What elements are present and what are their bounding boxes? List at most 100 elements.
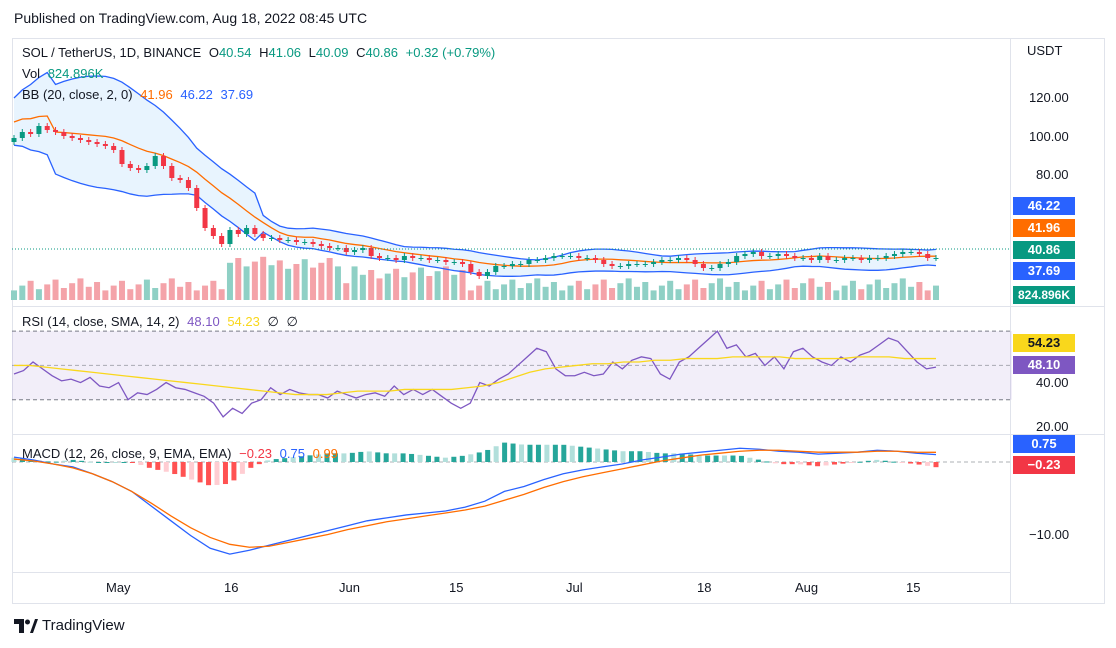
volume-bar bbox=[708, 283, 715, 300]
candle-body bbox=[509, 264, 515, 266]
candle-body bbox=[875, 258, 881, 259]
macd-hist-bar bbox=[239, 462, 245, 474]
candle-body bbox=[435, 260, 441, 261]
candle-body bbox=[451, 262, 457, 263]
volume-bar bbox=[384, 273, 391, 300]
macd-line bbox=[13, 447, 937, 555]
volume-bar bbox=[642, 282, 649, 300]
volume-bar bbox=[866, 284, 873, 300]
volume-bar bbox=[783, 279, 790, 300]
macd-label: MACD (12, 26, close, 9, EMA, EMA) bbox=[22, 446, 232, 461]
volume-bar bbox=[343, 283, 350, 300]
candle-body bbox=[210, 228, 216, 236]
candle-body bbox=[543, 258, 549, 260]
candle-body bbox=[750, 252, 756, 254]
bb-label: BB (20, close, 2, 0) bbox=[22, 87, 133, 102]
macd-hist-bar bbox=[628, 451, 634, 462]
macd-hist-bar bbox=[891, 461, 897, 463]
macd-hist-bar bbox=[738, 455, 744, 462]
volume-bar bbox=[318, 262, 325, 300]
candle-body bbox=[393, 258, 399, 260]
symbol-legend: SOL / TetherUS, 1D, BINANCE O40.54 H41.0… bbox=[22, 45, 499, 60]
candle-body bbox=[127, 164, 133, 168]
candle-body bbox=[783, 254, 789, 256]
volume-bar bbox=[476, 285, 483, 300]
volume-bar bbox=[118, 280, 125, 300]
macd-hist-bar bbox=[121, 462, 127, 463]
low-label: L bbox=[308, 45, 316, 60]
volume-bar bbox=[127, 289, 134, 300]
macd-hist-bar bbox=[70, 459, 76, 462]
candle-body bbox=[69, 136, 75, 138]
volume-bar bbox=[102, 290, 109, 300]
volume-bar bbox=[501, 284, 508, 300]
pane-separator-macd[interactable] bbox=[12, 434, 1105, 435]
volume-bar bbox=[11, 290, 17, 300]
macd-hist-bar bbox=[468, 454, 474, 462]
macd-hist-bar bbox=[104, 462, 110, 463]
candle-body bbox=[61, 132, 67, 136]
volume-bar bbox=[152, 288, 159, 300]
candle-body bbox=[484, 272, 490, 276]
x-tick-15a: 15 bbox=[449, 580, 464, 595]
macd-hist-bar bbox=[129, 462, 135, 463]
candle-body bbox=[617, 266, 623, 267]
volume-bar bbox=[310, 267, 317, 300]
candle-body bbox=[667, 260, 673, 261]
volume-bar bbox=[368, 270, 375, 300]
macd-signal-line bbox=[13, 449, 937, 548]
macd-legend[interactable]: MACD (12, 26, close, 9, EMA, EMA) −0.23 … bbox=[22, 446, 342, 461]
volume-bar bbox=[592, 284, 599, 300]
volume-bar bbox=[916, 282, 923, 300]
volume-bar bbox=[160, 283, 167, 300]
volume-bar bbox=[177, 286, 184, 300]
rsi-tick-40: 40.00 bbox=[1036, 375, 1069, 390]
candle-body bbox=[501, 266, 507, 267]
volume-bar bbox=[359, 274, 366, 300]
candle-body bbox=[908, 252, 914, 253]
candle-body bbox=[651, 262, 657, 264]
bb-legend[interactable]: BB (20, close, 2, 0) 41.96 46.22 37.69 bbox=[22, 87, 257, 102]
volume-bar bbox=[218, 289, 225, 300]
candle-body bbox=[219, 236, 225, 244]
tradingview-logo-icon bbox=[14, 618, 38, 633]
volume-bar bbox=[517, 288, 524, 300]
candle-body bbox=[684, 258, 690, 260]
macd-hist-bar bbox=[206, 462, 212, 486]
macd-hist-bar bbox=[11, 457, 17, 462]
volume-bar bbox=[77, 278, 84, 300]
volume-bar bbox=[542, 286, 549, 300]
volume-legend[interactable]: Vol 824.896K bbox=[22, 66, 107, 81]
macd-hist-bar bbox=[916, 462, 922, 465]
chart-frame[interactable] bbox=[12, 38, 1105, 604]
macd-hist-bar bbox=[612, 450, 618, 462]
macd-hist-bar bbox=[53, 461, 59, 463]
macd-hist-bar bbox=[781, 462, 787, 465]
macd-hist-bar bbox=[79, 460, 85, 462]
volume-bar bbox=[741, 290, 748, 300]
candle-body bbox=[194, 188, 200, 208]
candle-body bbox=[775, 254, 781, 256]
macd-hist-bar bbox=[172, 462, 178, 475]
symbol-name[interactable]: SOL / TetherUS, 1D, BINANCE bbox=[22, 45, 202, 60]
volume-bar bbox=[484, 280, 491, 300]
currency-label[interactable]: USDT bbox=[1027, 43, 1063, 58]
macd-hist-bar bbox=[510, 443, 516, 462]
candle-body bbox=[352, 250, 358, 252]
pane-separator-rsi[interactable] bbox=[12, 306, 1105, 307]
candle-body bbox=[169, 166, 175, 178]
candle-body bbox=[900, 252, 906, 254]
rsi-ma-value: 54.23 bbox=[227, 314, 260, 329]
candle-body bbox=[692, 260, 698, 264]
candle-body bbox=[584, 258, 590, 259]
candle-body bbox=[808, 258, 814, 260]
macd-hist-bar bbox=[705, 455, 711, 462]
volume-bar bbox=[800, 283, 807, 300]
macd-hist-bar bbox=[603, 449, 609, 462]
macd-hist-bar bbox=[459, 455, 465, 462]
macd-hist-bar bbox=[375, 452, 381, 462]
tradingview-footer[interactable]: TradingView bbox=[14, 617, 125, 634]
rsi-legend[interactable]: RSI (14, close, SMA, 14, 2) 48.10 54.23 … bbox=[22, 314, 302, 330]
volume-bar bbox=[766, 289, 773, 300]
